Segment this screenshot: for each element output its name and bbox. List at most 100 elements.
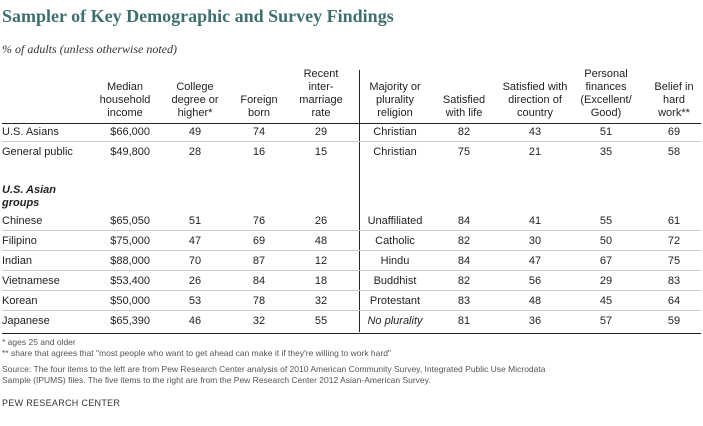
section-label: U.S. Asian groups <box>2 184 56 209</box>
cell-income: $53,400 <box>110 275 150 287</box>
cell-religion: Buddhist <box>373 275 417 287</box>
footer-credit: PEW RESEARCH CENTER <box>2 398 121 408</box>
cell-income: $65,390 <box>110 315 150 327</box>
cell-hardwork: 61 <box>667 215 681 227</box>
cell-religion: Hindu <box>380 255 410 267</box>
cell-religion: Unaffiliated <box>367 215 423 227</box>
cell-intermarriage: 18 <box>314 275 328 287</box>
cell-finances: 50 <box>599 235 613 247</box>
row-label: Korean <box>2 295 38 307</box>
cell-direction: 21 <box>528 146 542 158</box>
cell-income: $75,000 <box>110 235 150 247</box>
row-divider <box>2 141 701 142</box>
cell-intermarriage: 29 <box>314 126 328 138</box>
cell-college: 26 <box>188 275 202 287</box>
cell-life: 75 <box>457 146 471 158</box>
column-divider <box>359 70 360 332</box>
cell-income: $50,000 <box>110 295 150 307</box>
page-title: Sampler of Key Demographic and Survey Fi… <box>2 6 394 26</box>
row-divider <box>2 230 701 231</box>
cell-life: 84 <box>457 255 471 267</box>
column-header-direction: Satisfied with direction of country <box>502 81 568 119</box>
cell-direction: 47 <box>528 255 542 267</box>
source-note: Source: The four items to the left are f… <box>2 364 546 385</box>
cell-college: 49 <box>188 126 202 138</box>
cell-finances: 67 <box>599 255 613 267</box>
cell-foreign: 84 <box>252 275 266 287</box>
header-rule <box>2 123 701 124</box>
row-label: General public <box>2 146 73 158</box>
table-bottom-rule <box>2 333 701 334</box>
cell-college: 46 <box>188 315 202 327</box>
column-header-finances: Personal finances (Excellent/Good) <box>580 68 632 119</box>
cell-life: 82 <box>457 126 471 138</box>
cell-hardwork: 59 <box>667 315 681 327</box>
cell-life: 84 <box>457 215 471 227</box>
row-divider <box>2 290 701 291</box>
cell-college: 70 <box>188 255 202 267</box>
page-subtitle: % of adults (unless otherwise noted) <box>2 42 177 56</box>
cell-income: $49,800 <box>110 146 150 158</box>
cell-hardwork: 69 <box>667 126 681 138</box>
cell-religion: Protestant <box>369 295 421 307</box>
row-label: Filipino <box>2 235 37 247</box>
cell-religion: Christian <box>373 126 417 138</box>
cell-life: 82 <box>457 275 471 287</box>
cell-religion: Catholic <box>375 235 415 247</box>
row-label: Chinese <box>2 215 43 227</box>
row-label: Indian <box>2 255 32 267</box>
cell-direction: 36 <box>528 315 542 327</box>
cell-foreign: 16 <box>252 146 266 158</box>
cell-foreign: 74 <box>252 126 266 138</box>
cell-intermarriage: 55 <box>314 315 328 327</box>
cell-hardwork: 75 <box>667 255 681 267</box>
column-header-religion: Majority or plurality religion <box>369 81 421 119</box>
cell-income: $88,000 <box>110 255 150 267</box>
column-header-income: Median household income <box>99 81 151 119</box>
row-divider <box>2 270 701 271</box>
cell-foreign: 76 <box>252 215 266 227</box>
cell-life: 82 <box>457 235 471 247</box>
row-divider <box>2 250 701 251</box>
row-divider <box>2 310 701 311</box>
cell-college: 53 <box>188 295 202 307</box>
cell-intermarriage: 48 <box>314 235 328 247</box>
column-header-hardwork: Belief in hard work** <box>654 81 694 119</box>
cell-college: 47 <box>188 235 202 247</box>
column-header-life: Satisfied with life <box>442 94 486 119</box>
cell-college: 28 <box>188 146 202 158</box>
cell-foreign: 78 <box>252 295 266 307</box>
footnote-ages: * ages 25 and older <box>2 337 76 347</box>
cell-direction: 41 <box>528 215 542 227</box>
cell-finances: 45 <box>599 295 613 307</box>
cell-hardwork: 83 <box>667 275 681 287</box>
cell-intermarriage: 32 <box>314 295 328 307</box>
cell-hardwork: 64 <box>667 295 681 307</box>
cell-foreign: 69 <box>252 235 266 247</box>
cell-hardwork: 72 <box>667 235 681 247</box>
column-header-foreign: Foreign born <box>240 94 278 119</box>
cell-direction: 56 <box>528 275 542 287</box>
cell-direction: 48 <box>528 295 542 307</box>
cell-direction: 43 <box>528 126 542 138</box>
cell-religion: Christian <box>373 146 417 158</box>
row-label: Vietnamese <box>2 275 60 287</box>
cell-life: 81 <box>457 315 471 327</box>
cell-income: $66,000 <box>110 126 150 138</box>
cell-foreign: 87 <box>252 255 266 267</box>
footnote-hard-work: ** share that agrees that "most people w… <box>2 348 391 358</box>
cell-hardwork: 58 <box>667 146 681 158</box>
row-label: U.S. Asians <box>2 126 59 138</box>
cell-income: $65,050 <box>110 215 150 227</box>
cell-finances: 57 <box>599 315 613 327</box>
cell-intermarriage: 15 <box>314 146 328 158</box>
row-label: Japanese <box>2 315 50 327</box>
column-header-college: College degree or higher* <box>171 81 219 119</box>
cell-finances: 29 <box>599 275 613 287</box>
cell-religion: No plurality <box>367 315 423 327</box>
cell-direction: 30 <box>528 235 542 247</box>
cell-intermarriage: 26 <box>314 215 328 227</box>
cell-finances: 35 <box>599 146 613 158</box>
cell-college: 51 <box>188 215 202 227</box>
cell-life: 83 <box>457 295 471 307</box>
